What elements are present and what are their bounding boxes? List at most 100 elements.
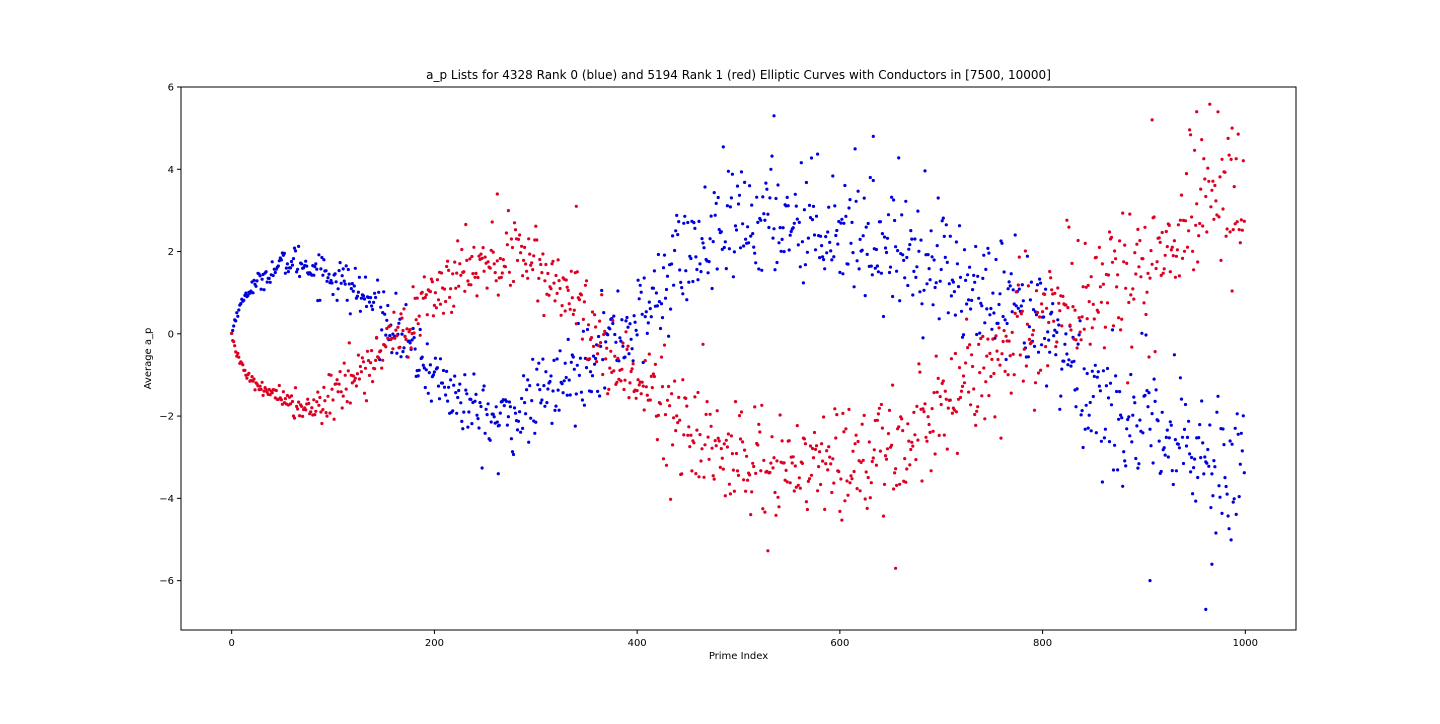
data-point (1003, 318, 1007, 322)
data-point (744, 237, 748, 241)
data-point (1047, 338, 1051, 342)
data-point (466, 425, 470, 429)
data-point (570, 296, 574, 300)
data-point (519, 251, 523, 255)
data-point (943, 389, 947, 393)
data-point (920, 302, 924, 306)
data-point (439, 271, 444, 275)
data-point (392, 310, 396, 314)
data-point (736, 473, 741, 477)
data-point (320, 255, 324, 260)
data-point (1123, 459, 1127, 463)
data-point (510, 245, 515, 250)
data-point (1230, 289, 1234, 293)
data-point (601, 372, 605, 377)
data-point (1050, 288, 1054, 292)
data-point (488, 438, 492, 442)
data-point (500, 271, 504, 275)
data-point (337, 269, 341, 273)
data-point (1228, 230, 1232, 234)
data-point (244, 291, 248, 295)
data-point (660, 316, 665, 320)
data-point (1010, 330, 1014, 334)
data-point (1153, 399, 1157, 403)
data-point (599, 341, 603, 345)
x-tick-label: 0 (228, 638, 234, 649)
data-point (1161, 271, 1165, 275)
data-point (555, 291, 559, 295)
data-point (292, 246, 297, 250)
data-point (448, 295, 452, 299)
data-point (1119, 328, 1123, 332)
data-point (641, 360, 645, 365)
data-point (1018, 353, 1022, 357)
data-point (472, 372, 476, 376)
data-point (918, 290, 922, 294)
y-tick-label: −6 (159, 576, 174, 587)
points-layer (230, 102, 1246, 612)
data-point (515, 428, 520, 432)
data-point (464, 222, 468, 227)
data-point (798, 265, 802, 269)
data-point (338, 261, 342, 265)
data-point (318, 395, 322, 400)
data-point (1021, 299, 1025, 303)
data-point (488, 266, 492, 270)
data-point (812, 233, 817, 237)
data-point (250, 375, 254, 379)
data-point (770, 435, 774, 439)
data-point (531, 357, 535, 361)
data-point (537, 361, 541, 365)
data-point (418, 333, 422, 337)
data-point (1133, 251, 1137, 255)
data-point (785, 480, 789, 484)
data-point (276, 264, 280, 268)
data-point (1076, 238, 1080, 243)
data-point (835, 413, 839, 417)
data-point (1241, 414, 1245, 418)
data-point (835, 228, 839, 233)
data-point (1011, 288, 1015, 292)
data-point (1180, 435, 1185, 439)
data-point (1002, 270, 1006, 274)
data-point (369, 361, 373, 365)
data-point (904, 480, 908, 484)
data-point (1163, 453, 1167, 457)
data-point (314, 262, 318, 266)
data-point (907, 247, 911, 251)
data-point (631, 362, 635, 366)
data-point (937, 317, 941, 321)
data-point (451, 272, 455, 276)
data-point (974, 423, 978, 427)
data-point (922, 288, 926, 292)
data-point (946, 311, 950, 315)
data-point (423, 295, 427, 300)
data-point (1230, 442, 1234, 446)
data-point (665, 398, 670, 402)
data-point (360, 356, 364, 360)
data-point (516, 419, 521, 423)
data-point (1060, 367, 1064, 371)
data-point (971, 364, 975, 369)
data-point (687, 425, 691, 429)
data-point (702, 475, 706, 479)
data-point (645, 331, 649, 335)
data-point (851, 449, 855, 453)
data-point (709, 424, 713, 428)
data-point (285, 262, 289, 266)
data-point (1044, 287, 1048, 291)
data-point (494, 279, 498, 283)
data-point (1204, 194, 1208, 199)
data-point (860, 422, 864, 426)
data-point (501, 258, 505, 262)
data-point (906, 422, 910, 426)
data-point (375, 335, 379, 340)
data-point (989, 306, 993, 311)
data-point (467, 410, 471, 414)
data-point (260, 380, 264, 384)
data-point (693, 226, 697, 230)
data-point (571, 312, 575, 316)
data-point (516, 237, 521, 241)
data-point (297, 244, 301, 248)
data-point (727, 247, 732, 251)
